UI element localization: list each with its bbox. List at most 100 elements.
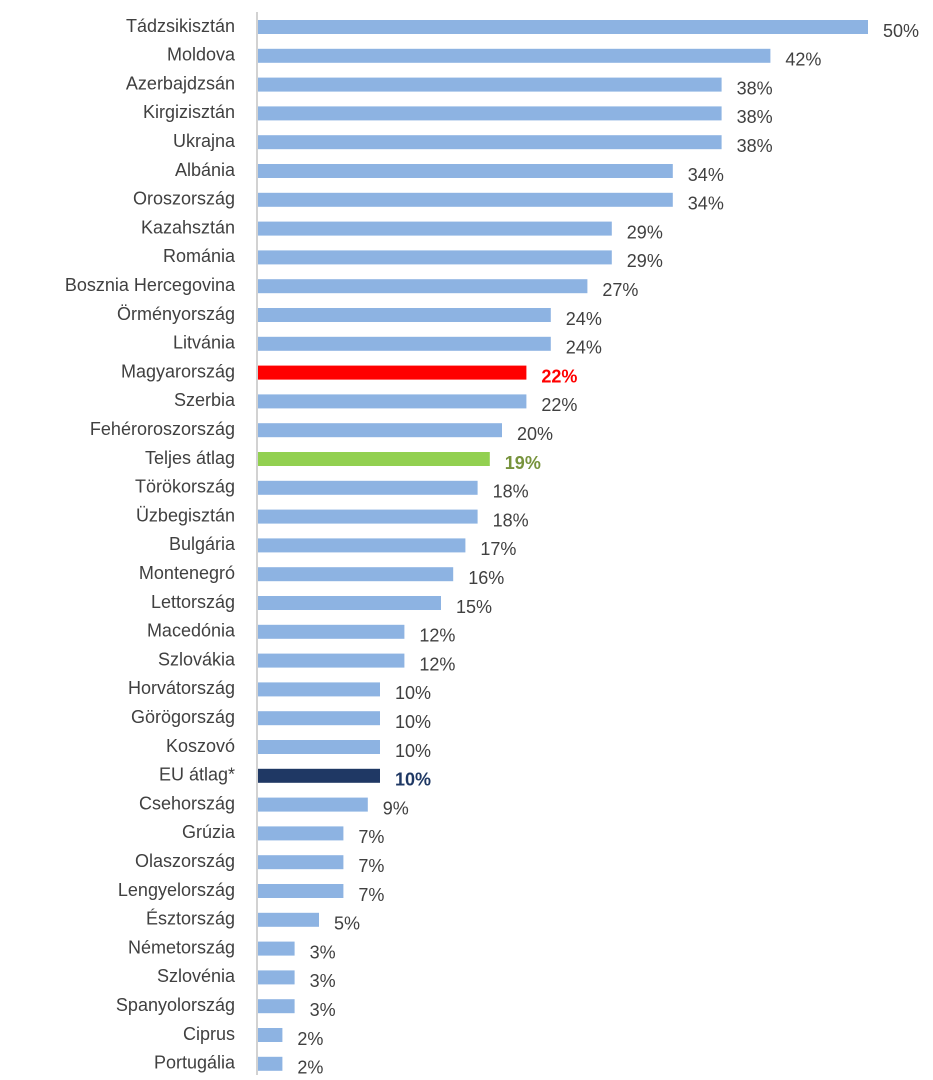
category-label: Grúzia <box>182 822 236 842</box>
category-label: Szerbia <box>174 390 236 410</box>
value-label: 9% <box>383 798 409 818</box>
bar <box>258 912 319 927</box>
bar <box>258 48 771 63</box>
value-label: 7% <box>358 856 384 876</box>
category-label: Litvánia <box>173 333 236 353</box>
value-label: 10% <box>395 683 431 703</box>
category-label: Németország <box>128 937 235 957</box>
bar <box>258 135 722 150</box>
value-label: 29% <box>627 222 663 242</box>
category-label: Oroszország <box>133 189 235 209</box>
value-label: 15% <box>456 597 492 617</box>
value-label: 3% <box>310 1000 336 1020</box>
category-label: Szlovénia <box>157 966 236 986</box>
value-label: 5% <box>334 914 360 934</box>
category-label: Spanyolország <box>116 995 235 1015</box>
value-label: 29% <box>627 251 663 271</box>
bar <box>258 509 478 524</box>
bar <box>258 192 673 207</box>
category-label: Kirgizisztán <box>143 102 235 122</box>
value-label: 7% <box>358 827 384 847</box>
bar <box>258 308 551 322</box>
value-label: 18% <box>493 482 529 502</box>
value-label: 34% <box>688 194 724 214</box>
value-label: 3% <box>310 971 336 991</box>
value-label: 38% <box>737 107 773 127</box>
value-label: 17% <box>480 539 516 559</box>
value-label: 12% <box>419 626 455 646</box>
category-label: Ciprus <box>183 1024 235 1044</box>
bar <box>258 452 490 466</box>
value-label: 20% <box>517 424 553 444</box>
category-label: Lengyelország <box>118 880 235 900</box>
bar <box>258 250 612 265</box>
category-label: Bosznia Hercegovina <box>65 275 236 295</box>
value-label: 22% <box>541 366 577 386</box>
value-label: 3% <box>310 942 336 962</box>
value-label: 38% <box>737 136 773 156</box>
value-label: 34% <box>688 165 724 185</box>
category-label: Macedónia <box>147 621 236 641</box>
value-label: 50% <box>883 21 919 41</box>
category-label: EU átlag* <box>159 765 235 785</box>
bar <box>258 1056 283 1071</box>
category-label: Portugália <box>154 1053 236 1073</box>
bar <box>258 740 380 754</box>
value-label: 16% <box>468 568 504 588</box>
value-label: 22% <box>541 395 577 415</box>
value-label: 18% <box>493 510 529 530</box>
category-label: Olaszország <box>135 851 235 871</box>
bar <box>258 624 405 639</box>
category-label: Lettország <box>151 592 235 612</box>
bar <box>258 1028 283 1042</box>
category-label: Tádzsikisztán <box>126 16 235 36</box>
bar <box>258 221 612 236</box>
value-label: 24% <box>566 309 602 329</box>
bar <box>258 596 441 610</box>
bar <box>258 423 502 438</box>
category-label: Örményország <box>117 304 235 324</box>
value-label: 2% <box>297 1058 323 1075</box>
category-label: Üzbegisztán <box>136 505 235 525</box>
bar <box>258 941 295 956</box>
category-label: Észtország <box>146 909 235 929</box>
bar <box>258 336 551 351</box>
bar <box>258 970 295 985</box>
value-label: 10% <box>395 712 431 732</box>
category-label: Törökország <box>135 477 235 497</box>
bar <box>258 279 588 294</box>
category-label: Fehéroroszország <box>90 419 235 439</box>
category-label: Montenegró <box>139 563 235 583</box>
category-label: Kazahsztán <box>141 217 235 237</box>
bar <box>258 567 454 582</box>
category-label: Ukrajna <box>173 131 236 151</box>
bar <box>258 682 380 697</box>
bar <box>258 106 722 121</box>
bar <box>258 538 466 553</box>
bar <box>258 826 344 841</box>
value-label: 42% <box>785 50 821 70</box>
value-label: 27% <box>602 280 638 300</box>
category-label: Bulgária <box>169 534 236 554</box>
category-label: Magyarország <box>121 361 235 381</box>
bar <box>258 77 722 92</box>
bar <box>258 884 344 898</box>
value-label: 10% <box>395 741 431 761</box>
bar <box>258 164 673 178</box>
value-label: 38% <box>737 78 773 98</box>
bar <box>258 394 527 409</box>
value-label: 24% <box>566 338 602 358</box>
bar <box>258 855 344 870</box>
bar <box>258 797 368 812</box>
category-label: Moldova <box>167 45 236 65</box>
bar <box>258 999 295 1014</box>
value-label: 19% <box>505 453 541 473</box>
category-label: Csehország <box>139 793 235 813</box>
bar <box>258 768 380 783</box>
bar <box>258 20 868 34</box>
bar <box>258 711 380 726</box>
category-label: Románia <box>163 246 236 266</box>
bar <box>258 653 405 668</box>
category-label: Szlovákia <box>158 649 236 669</box>
